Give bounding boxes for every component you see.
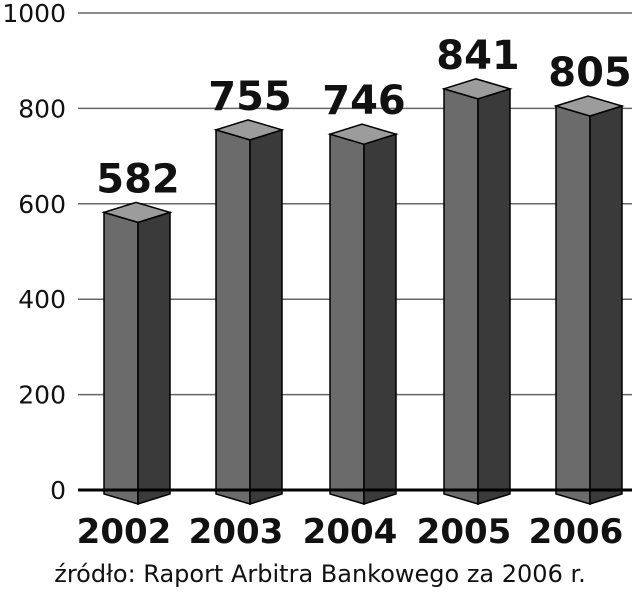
bar-side: [363, 133, 397, 506]
bar-side: [589, 104, 623, 506]
source-note: źródło: Raport Arbitra Bankowego za 2006…: [54, 560, 586, 588]
bars: [101, 78, 625, 506]
bar-front: [329, 133, 365, 506]
y-tick-label: 600: [18, 190, 66, 219]
bar-top: [553, 95, 625, 117]
value-label: 755: [208, 74, 292, 120]
bar-front: [443, 87, 479, 506]
bar-top: [327, 123, 399, 145]
category-labels: 2002 2003 2004 2005 2006: [77, 512, 624, 552]
category-label: 2004: [303, 512, 398, 552]
y-tick-label: 800: [18, 94, 66, 123]
category-label: 2005: [417, 512, 512, 552]
value-labels: 582 755 746 841 805: [96, 33, 632, 203]
y-axis-ticks: 0 200 400 600 800 1000: [2, 0, 66, 505]
y-tick-label: 200: [18, 381, 66, 410]
bar-top: [441, 78, 513, 100]
bar-front: [555, 105, 591, 506]
bar-top: [101, 201, 173, 224]
y-tick-label: 1000: [2, 0, 66, 28]
bar-front: [215, 128, 251, 506]
bar-side: [137, 211, 171, 506]
bar-side: [249, 128, 283, 506]
bar-side: [477, 87, 511, 506]
bar-front: [103, 211, 139, 506]
bar-top: [213, 119, 285, 141]
category-label: 2002: [77, 512, 172, 552]
y-tick-label: 0: [50, 476, 66, 505]
category-label: 2003: [189, 512, 284, 552]
value-label: 746: [322, 78, 406, 124]
category-label: 2006: [529, 512, 624, 552]
y-tick-label: 400: [18, 285, 66, 314]
value-label: 582: [96, 156, 180, 202]
value-label: 805: [548, 50, 632, 96]
value-label: 841: [436, 33, 520, 79]
